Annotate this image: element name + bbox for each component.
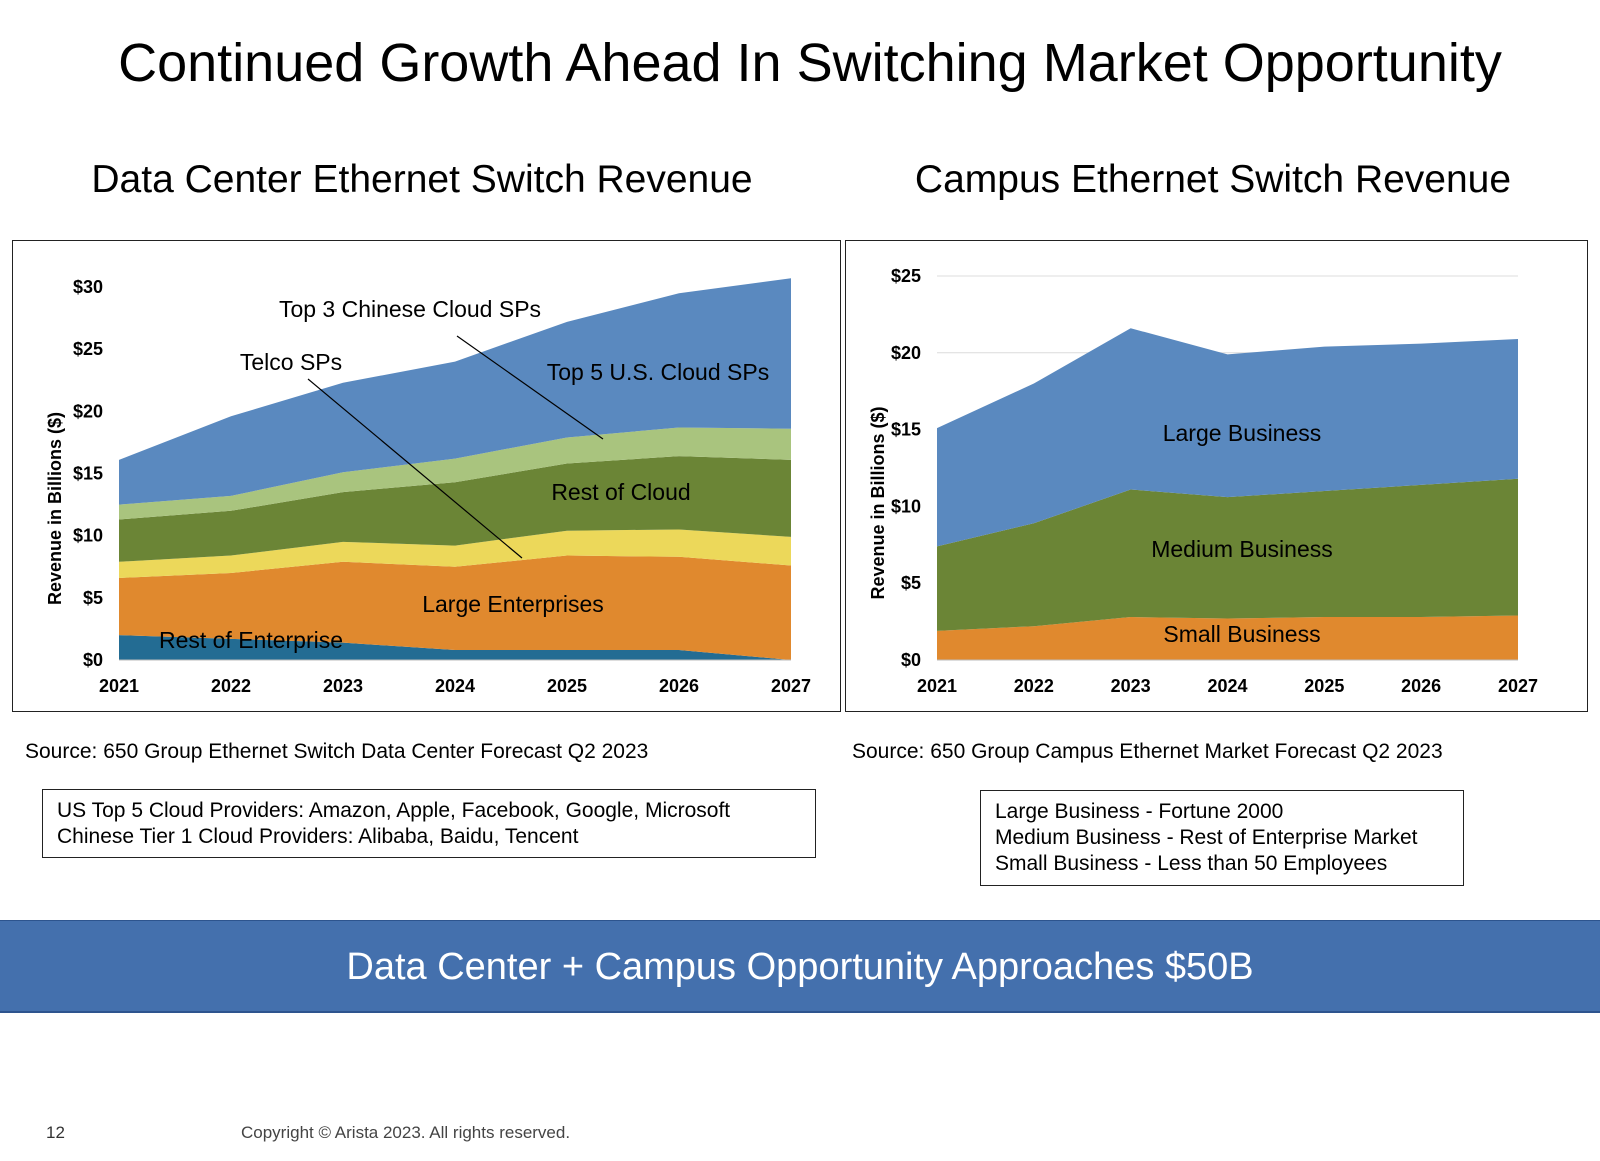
y-tick-label: $0 [83,650,103,670]
campus-source-text: Source: 650 Group Campus Ethernet Market… [852,740,1443,763]
area-series-small-business [937,615,1518,660]
annotation-large-business: Large Business [1163,420,1322,446]
data-center-chart: $0 $5 $10 $15 $20 $25 $30 2021 2022 2023 2024 2025 2… [45,277,811,696]
x-tick-label: 2021 [99,676,139,696]
campus-chart: $0 $5 $10 $15 $20 $25 2021 2022 2023 2024 2025 2026… [868,266,1538,696]
annotation-small-business: Small Business [1163,621,1320,647]
y-tick-label: $10 [891,496,921,516]
summary-banner-text: Data Center + Campus Opportunity Approac… [346,946,1254,988]
campus-chart-heading: Campus Ethernet Switch Revenue [914,158,1512,201]
business-size-note-box: Large Business - Fortune 2000 Medium Bus… [980,790,1464,886]
x-tick-label: 2023 [323,676,363,696]
cloud-providers-note-box: US Top 5 Cloud Providers: Amazon, Apple,… [42,789,816,858]
area-series-telco-sps [119,529,791,578]
x-tick-label: 2025 [1304,676,1344,696]
y-tick-label: $15 [891,420,921,440]
y-tick-label: $25 [73,339,103,359]
annotation-leader-line [456,335,604,440]
x-tick-label: 2022 [211,676,251,696]
annotation-top-3-chinese-cloud-sps: Top 3 Chinese Cloud SPs [279,296,541,322]
area-series-top-3-chinese-cloud-sps [119,427,791,520]
y-tick-label: $0 [901,650,921,670]
note-line: Small Business - Less than 50 Employees [995,852,1388,875]
y-axis-title: Revenue in Billions ($) [45,412,65,605]
x-tick-label: 2026 [1401,676,1441,696]
x-tick-label: 2025 [547,676,587,696]
slide-title: Continued Growth Ahead In Switching Mark… [118,33,1502,93]
area-series-large-enterprises [119,555,791,660]
annotation-rest-of-enterprise: Rest of Enterprise [159,627,343,653]
x-tick-label: 2026 [659,676,699,696]
area-series-top-5-u-s-cloud-sps [119,278,791,505]
x-tick-label: 2021 [917,676,957,696]
campus-chart-frame: $0 $5 $10 $15 $20 $25 2021 2022 2023 2024 2025 2026… [845,240,1588,712]
note-line: Chinese Tier 1 Cloud Providers: Alibaba,… [57,825,579,848]
y-tick-label: $15 [73,464,103,484]
annotation-telco-sps: Telco SPs [240,349,342,375]
x-tick-label: 2024 [1207,676,1247,696]
data-center-chart-frame: $0 $5 $10 $15 $20 $25 $30 2021 2022 2023 2024 2025 2… [12,240,841,712]
page-number: 12 [46,1123,65,1142]
area-series-rest-of-enterprise [119,635,791,660]
area-series-rest-of-cloud [119,456,791,562]
annotation-leader-line [307,378,523,559]
y-tick-label: $25 [891,266,921,286]
y-tick-label: $30 [73,277,103,297]
x-tick-label: 2023 [1111,676,1151,696]
x-tick-label: 2024 [435,676,475,696]
summary-banner: Data Center + Campus Opportunity Approac… [0,920,1600,1013]
area-series-medium-business [937,478,1518,631]
note-line: Large Business - Fortune 2000 [995,800,1284,823]
y-tick-label: $20 [891,343,921,363]
y-tick-label: $10 [73,526,103,546]
x-tick-label: 2022 [1014,676,1054,696]
annotation-rest-of-cloud: Rest of Cloud [551,479,690,505]
x-tick-label: 2027 [1498,676,1538,696]
data-center-source-text: Source: 650 Group Ethernet Switch Data C… [25,740,649,763]
copyright-text: Copyright © Arista 2023. All rights rese… [241,1123,571,1142]
y-tick-label: $20 [73,401,103,421]
data-center-chart-heading: Data Center Ethernet Switch Revenue [91,158,753,201]
x-tick-label: 2027 [771,676,811,696]
area-series-large-business [937,328,1518,547]
annotation-large-enterprises: Large Enterprises [422,591,604,617]
note-line: Medium Business - Rest of Enterprise Mar… [995,826,1418,849]
y-axis-title: Revenue in Billions ($) [868,406,888,599]
annotation-medium-business: Medium Business [1151,536,1333,562]
y-tick-label: $5 [901,573,921,593]
annotation-top-5-u-s-cloud-sps: Top 5 U.S. Cloud SPs [547,359,769,385]
note-line: US Top 5 Cloud Providers: Amazon, Apple,… [57,799,731,822]
y-tick-label: $5 [83,588,103,608]
